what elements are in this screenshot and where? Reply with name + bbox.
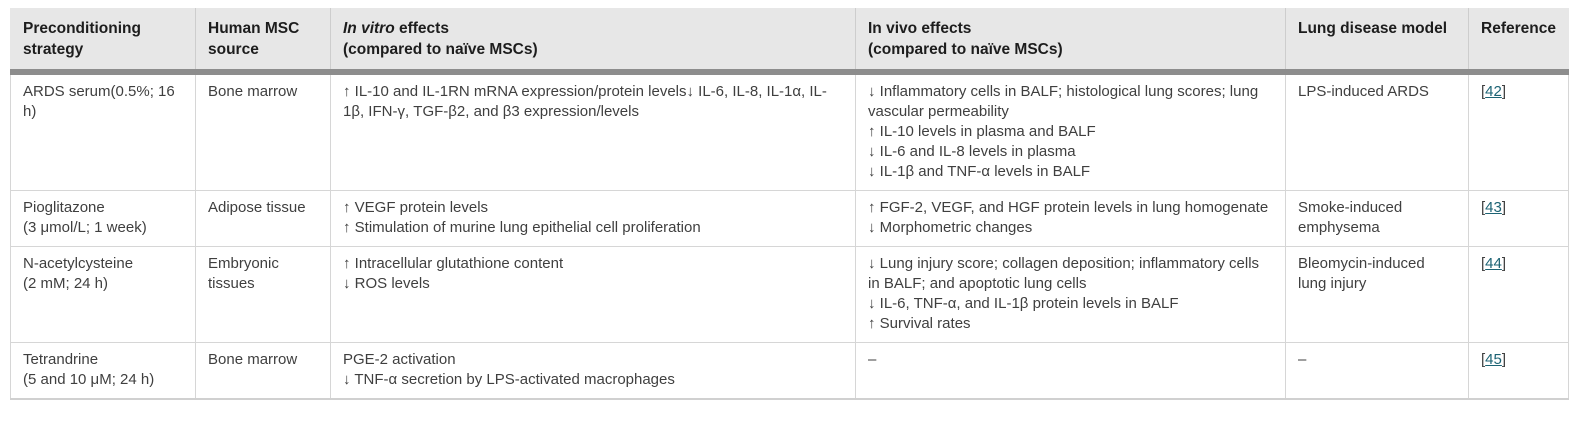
cell-line: ↑ IL-10 levels in plasma and BALF	[868, 123, 1096, 140]
cell-reference: [42]	[1468, 72, 1569, 191]
col-header-source: Human MSC source	[195, 8, 331, 75]
table-row: Tetrandrine (5 and 10 μM; 24 h) Bone marro…	[10, 342, 1569, 400]
col-header-label: Lung disease model	[1298, 20, 1448, 37]
cell-line: ↓ ROS levels	[343, 275, 430, 292]
in-vitro-rest-label: effects	[394, 20, 449, 37]
cell-model: LPS-induced ARDS	[1285, 72, 1469, 191]
cell-source: Adipose tissue	[195, 190, 331, 247]
col-header-in-vitro: In vitro effects (compared to naïve MSCs…	[330, 8, 856, 75]
cell-line: Bone marrow	[208, 83, 298, 100]
cell-in-vitro: ↑ IL-10 and IL-1RN mRNA expression/prote…	[330, 72, 856, 191]
col-header-label: Human MSC source	[208, 20, 300, 58]
reference-link[interactable]: 45	[1485, 351, 1502, 368]
cell-line: Bone marrow	[208, 351, 298, 368]
cell-reference: [44]	[1468, 246, 1569, 343]
cell-line: (2 mM; 24 h)	[23, 275, 109, 292]
cell-line: ↑ Stimulation of murine lung epithelial …	[343, 219, 701, 236]
cell-line: (3 μmol/L; 1 week)	[23, 219, 147, 236]
cell-strategy: Tetrandrine (5 and 10 μM; 24 h)	[10, 342, 196, 400]
msc-preconditioning-table: Preconditioning strategy Human MSC sourc…	[10, 8, 1569, 400]
cell-line: ↓ IL-6 and IL-8 levels in plasma	[868, 143, 1076, 160]
in-vitro-italic-label: In vitro	[343, 20, 395, 37]
cell-line: ↑ FGF-2, VEGF, and HGF protein levels in…	[868, 199, 1269, 216]
cell-line: Embryonic tissues	[208, 255, 279, 292]
col-header-label: In vivo effects	[868, 20, 972, 37]
cell-line: Bleomycin-induced lung injury	[1298, 255, 1425, 292]
reference-citation: [42]	[1481, 83, 1507, 100]
table-row: N-acetylcysteine (2 mM; 24 h) Embryonic ti…	[10, 246, 1569, 343]
cell-reference: [45]	[1468, 342, 1569, 400]
col-header-model: Lung disease model	[1285, 8, 1469, 75]
cell-line: (5 and 10 μM; 24 h)	[23, 371, 155, 388]
table-container: Preconditioning strategy Human MSC sourc…	[10, 8, 1569, 400]
reference-citation: [44]	[1481, 255, 1507, 272]
cell-line: ↑ VEGF protein levels	[343, 199, 489, 216]
col-header-label: Reference	[1481, 20, 1556, 37]
cell-in-vivo: ↓ Lung injury score; collagen deposition…	[855, 246, 1286, 343]
reference-link[interactable]: 44	[1485, 255, 1502, 272]
reference-link[interactable]: 43	[1485, 199, 1502, 216]
reference-citation: [43]	[1481, 199, 1507, 216]
cell-strategy: ARDS serum(0.5%; 16 h)	[10, 72, 196, 191]
cell-line: ↓ IL-1β and TNF-α levels in BALF	[868, 163, 1091, 180]
table-row: ARDS serum(0.5%; 16 h) Bone marrow ↑ IL-10…	[10, 72, 1569, 191]
cell-strategy: Pioglitazone (3 μmol/L; 1 week)	[10, 190, 196, 247]
cell-in-vivo: –	[855, 342, 1286, 400]
table-header: Preconditioning strategy Human MSC sourc…	[10, 8, 1569, 75]
cell-line: Smoke-induced emphysema	[1298, 199, 1403, 236]
cell-model: Bleomycin-induced lung injury	[1285, 246, 1469, 343]
cell-in-vivo: ↓ Inflammatory cells in BALF; histologic…	[855, 72, 1286, 191]
cell-line: PGE-2 activation	[343, 351, 456, 368]
cell-line: Tetrandrine	[23, 351, 99, 368]
cell-line: ↓ Inflammatory cells in BALF; histologic…	[868, 83, 1259, 120]
cell-in-vivo: ↑ FGF-2, VEGF, and HGF protein levels in…	[855, 190, 1286, 247]
cell-source: Embryonic tissues	[195, 246, 331, 343]
table-body: ARDS serum(0.5%; 16 h) Bone marrow ↑ IL-10…	[10, 72, 1569, 400]
table-row: Pioglitazone (3 μmol/L; 1 week) Adipose ti…	[10, 190, 1569, 247]
cell-line: ↓ IL-6, TNF-α, and IL-1β protein levels …	[868, 295, 1179, 312]
reference-citation: [45]	[1481, 351, 1507, 368]
cell-line: N-acetylcysteine	[23, 255, 134, 272]
cell-model: Smoke-induced emphysema	[1285, 190, 1469, 247]
cell-line: ↑ Survival rates	[868, 315, 971, 332]
cell-line: ARDS serum(0.5%; 16 h)	[23, 83, 175, 120]
cell-line: ↑ IL-10 and IL-1RN mRNA expression/prote…	[343, 83, 827, 120]
cell-model: –	[1285, 342, 1469, 400]
col-header-label: Preconditioning strategy	[23, 20, 141, 58]
cell-in-vitro: ↑ Intracellular glutathione content ↓ ROS…	[330, 246, 856, 343]
cell-source: Bone marrow	[195, 72, 331, 191]
cell-in-vitro: ↑ VEGF protein levels ↑ Stimulation of mu…	[330, 190, 856, 247]
cell-strategy: N-acetylcysteine (2 mM; 24 h)	[10, 246, 196, 343]
col-header-label: In vitro effects	[343, 18, 843, 39]
cell-line: –	[868, 351, 877, 368]
cell-line: ↓ Morphometric changes	[868, 219, 1033, 236]
col-header-sublabel: (compared to naïve MSCs)	[868, 41, 1063, 58]
col-header-strategy: Preconditioning strategy	[10, 8, 196, 75]
reference-link[interactable]: 42	[1485, 83, 1502, 100]
col-header-in-vivo: In vivo effects (compared to naïve MSCs)	[855, 8, 1286, 75]
cell-line: ↑ Intracellular glutathione content	[343, 255, 564, 272]
cell-line: Adipose tissue	[208, 199, 306, 216]
cell-line: –	[1298, 351, 1307, 368]
cell-reference: [43]	[1468, 190, 1569, 247]
cell-in-vitro: PGE-2 activation ↓ TNF-α secretion by LPS…	[330, 342, 856, 400]
cell-line: Pioglitazone	[23, 199, 105, 216]
header-row: Preconditioning strategy Human MSC sourc…	[10, 8, 1569, 75]
cell-line: ↓ TNF-α secretion by LPS-activated macro…	[343, 371, 675, 388]
cell-source: Bone marrow	[195, 342, 331, 400]
col-header-sublabel: (compared to naïve MSCs)	[343, 41, 538, 58]
cell-line: LPS-induced ARDS	[1298, 83, 1429, 100]
cell-line: ↓ Lung injury score; collagen deposition…	[868, 255, 1260, 292]
col-header-reference: Reference	[1468, 8, 1569, 75]
